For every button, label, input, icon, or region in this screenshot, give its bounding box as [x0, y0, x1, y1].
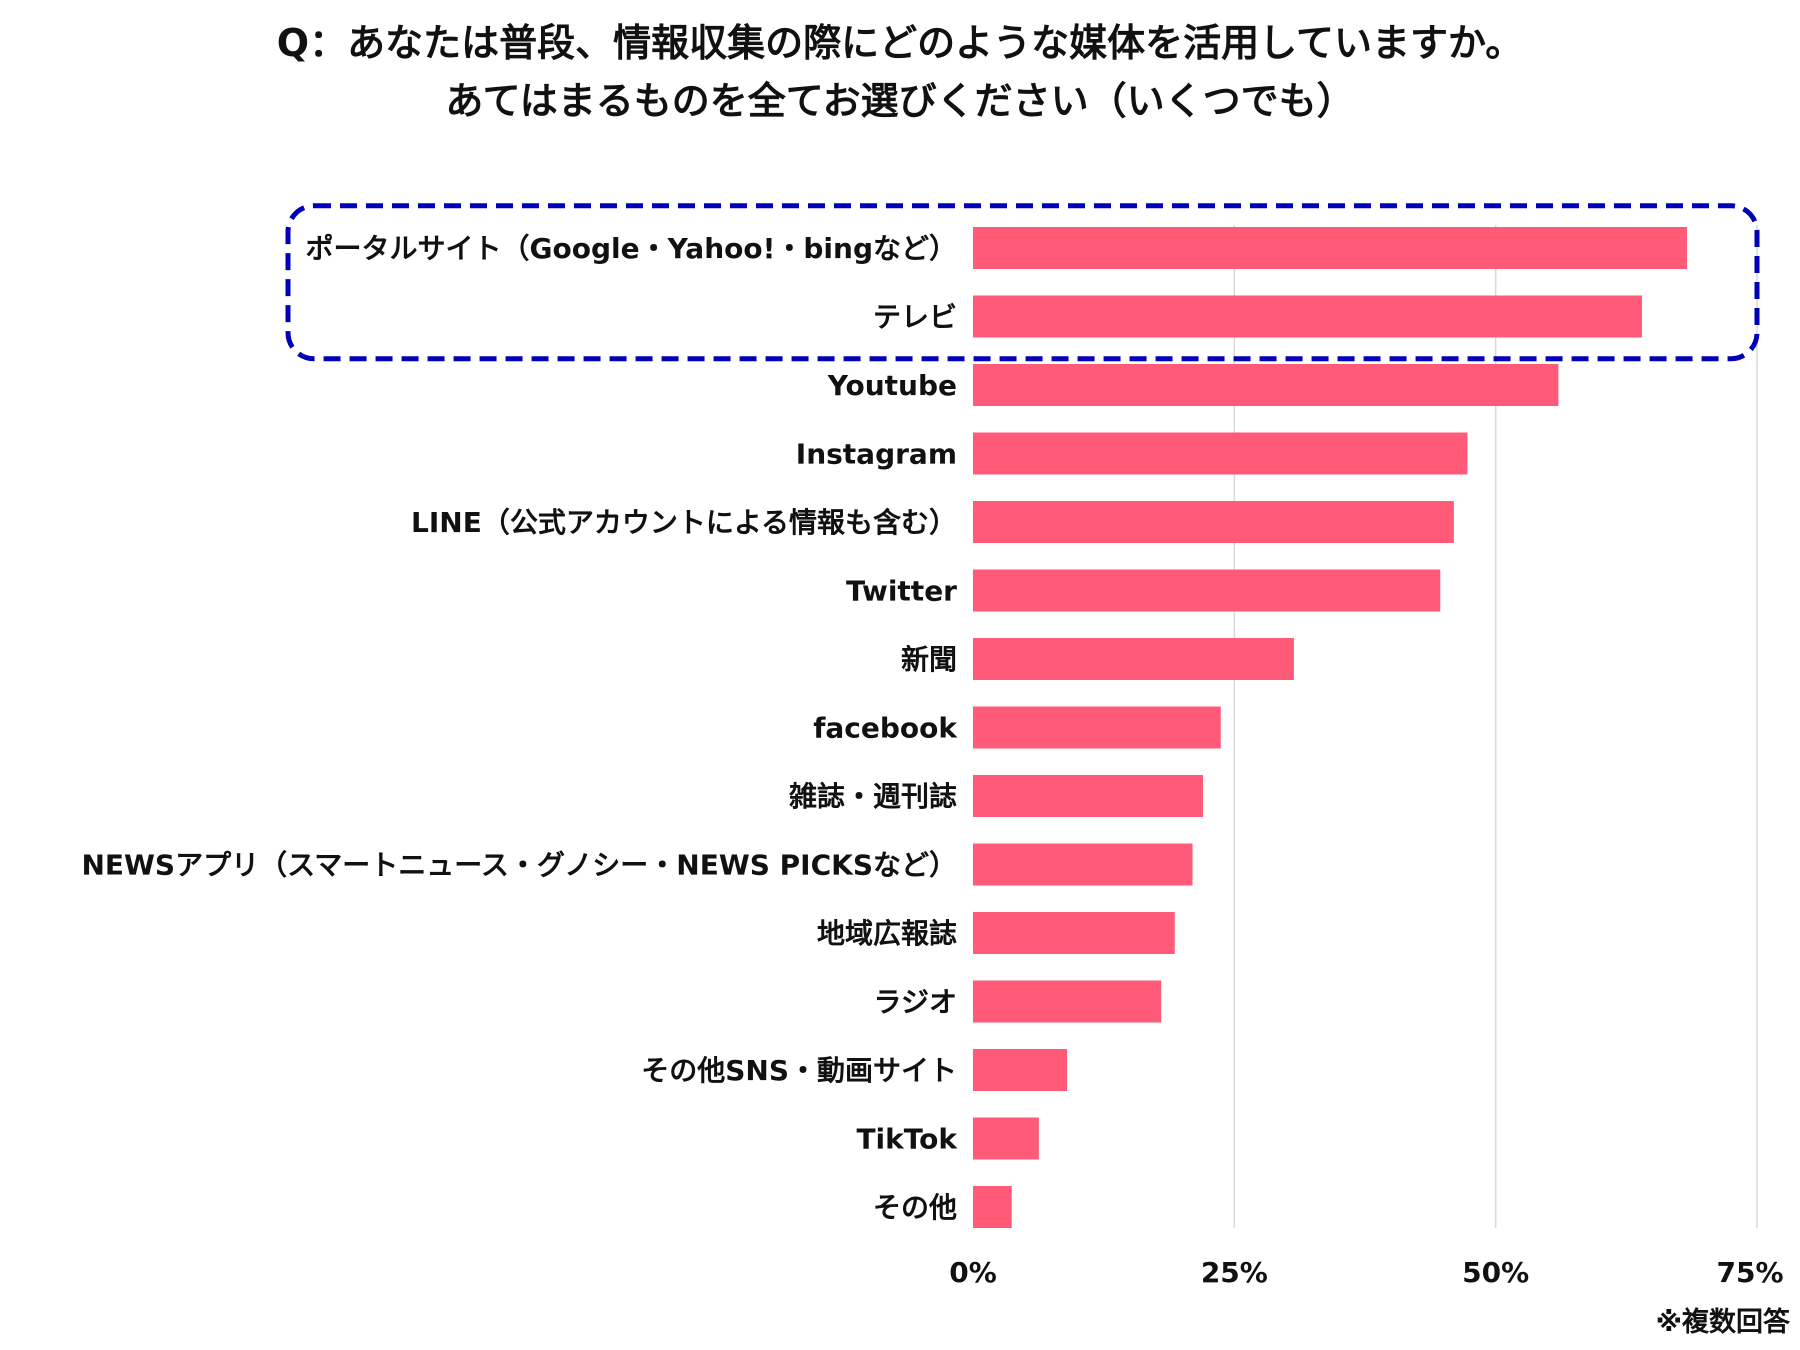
category-label-1: テレビ	[873, 301, 957, 334]
x-axis-tick-labels: 0% 25% 50% 75%	[949, 1256, 1783, 1289]
bar-7	[973, 706, 1221, 749]
bar-10	[973, 912, 1175, 954]
category-label-12: その他SNS・動画サイト	[641, 1054, 957, 1087]
bar-3	[973, 432, 1468, 475]
bar-12	[973, 1049, 1068, 1091]
x-tick-label-0: 0%	[949, 1256, 997, 1289]
category-label-8: 雑誌・週刊誌	[788, 780, 957, 813]
bar-4	[973, 501, 1454, 543]
bar-6	[973, 638, 1294, 680]
category-label-14: その他	[873, 1191, 957, 1224]
x-tick-label-3: 75%	[1716, 1256, 1783, 1289]
category-label-5: Twitter	[846, 575, 957, 608]
category-label-0: ポータルサイト（Google・Yahoo!・bingなど）	[306, 232, 957, 265]
category-label-7: facebook	[813, 712, 958, 745]
category-label-11: ラジオ	[874, 986, 957, 1019]
chart-title-line-2: あてはまるものを全てお選びください（いくつでも）	[445, 79, 1355, 123]
bars	[973, 227, 1687, 1228]
x-tick-label-1: 25%	[1201, 1256, 1268, 1289]
category-label-3: Instagram	[796, 438, 957, 471]
category-label-4: LINE（公式アカウントによる情報も含む）	[411, 506, 957, 539]
category-label-6: 新聞	[901, 643, 957, 676]
bar-1	[973, 295, 1643, 338]
bar-11	[973, 980, 1162, 1023]
bar-13	[973, 1117, 1039, 1160]
bar-9	[973, 843, 1193, 886]
highlight-box	[285, 203, 1760, 362]
footnote: ※複数回答	[1655, 1307, 1790, 1338]
bar-5	[973, 569, 1441, 612]
category-label-2: Youtube	[827, 369, 957, 402]
bar-2	[973, 364, 1559, 406]
bar-14	[973, 1186, 1012, 1228]
category-label-13: TikTok	[856, 1123, 958, 1156]
highlight-group	[285, 203, 1760, 362]
x-tick-label-2: 50%	[1462, 1256, 1529, 1289]
bar-0	[973, 227, 1687, 269]
chart-title: Q：あなたは普段、情報収集の際にどのような媒体を活用していますか。 あてはまるも…	[0, 14, 1800, 130]
category-label-9: NEWSアプリ（スマートニュース・グノシー・NEWS PICKSなど）	[81, 849, 957, 882]
category-label-10: 地域広報誌	[817, 917, 957, 950]
bar-8	[973, 775, 1203, 817]
chart-title-line-1: Q：あなたは普段、情報収集の際にどのような媒体を活用していますか。	[276, 21, 1524, 65]
category-labels: ポータルサイト（Google・Yahoo!・bingなど） テレビ Youtube I…	[81, 232, 958, 1224]
